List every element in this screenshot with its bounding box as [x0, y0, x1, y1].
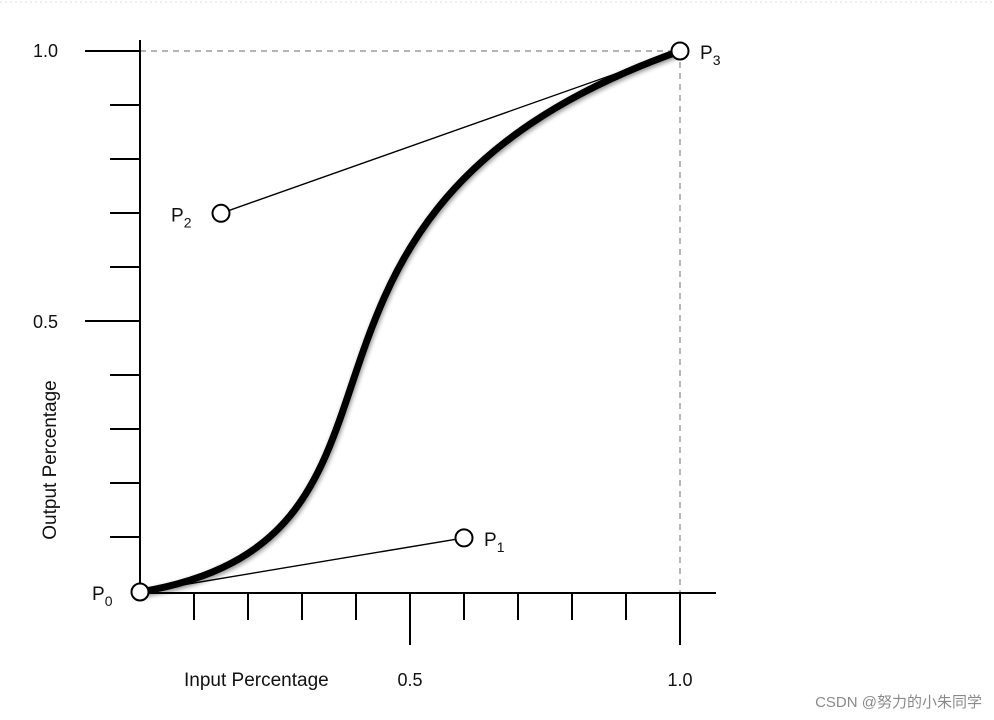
y-tick-label-05: 0.5 — [33, 312, 58, 332]
handle-line-p0-p1 — [139, 537, 465, 593]
control-point-p2 — [211, 203, 231, 223]
x-tick-label-05: 0.5 — [397, 670, 422, 690]
y-axis-title: Output Percentage — [40, 380, 61, 540]
control-points: P0 P1 P2 P3 — [92, 41, 721, 609]
control-point-p0 — [130, 582, 150, 602]
handle-line-p3-p2 — [220, 50, 681, 214]
watermark: CSDN @努力的小朱同学 — [815, 694, 982, 711]
x-tick-label-1: 1.0 — [667, 670, 692, 690]
x-axis-ticks — [193, 593, 681, 645]
point-label-p3: P3 — [700, 43, 721, 68]
bezier-curve — [136, 47, 684, 596]
control-point-p3 — [670, 41, 690, 61]
control-point-p1 — [454, 528, 474, 548]
point-label-p0: P0 — [92, 584, 113, 609]
point-label-p1: P1 — [484, 530, 505, 555]
x-axis-title: Input Percentage — [184, 670, 329, 691]
point-label-p2: P2 — [171, 205, 192, 230]
y-axis-ticks — [85, 50, 140, 538]
y-tick-label-1: 1.0 — [33, 41, 58, 61]
